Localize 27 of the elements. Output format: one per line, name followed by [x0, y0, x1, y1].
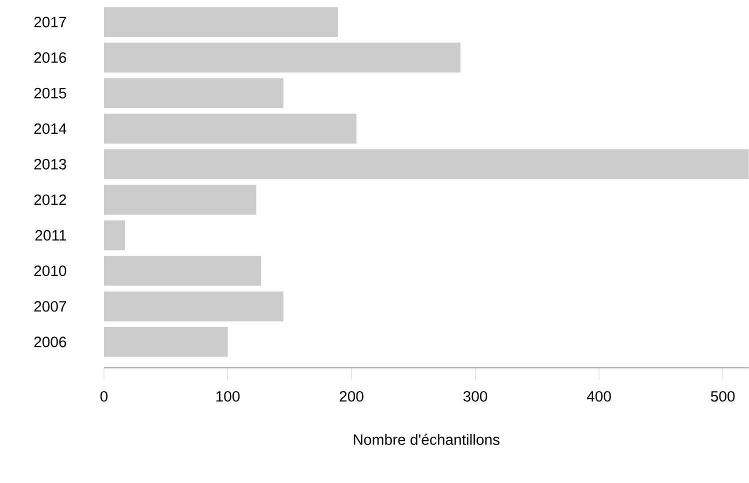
- y-tick-label: 2015: [34, 88, 66, 98]
- bar: [104, 114, 356, 144]
- bar: [104, 256, 262, 286]
- y-tick-label: 2014: [34, 123, 66, 134]
- y-tick-label: 2010: [34, 266, 66, 276]
- y-tick-label: 2016: [34, 52, 66, 63]
- x-tick-label: 200: [340, 391, 364, 402]
- x-tick-label: 0: [100, 391, 108, 402]
- bar: [104, 292, 284, 322]
- bar: [104, 7, 338, 38]
- y-tick-label: 2013: [34, 158, 66, 170]
- y-tick-label: 2017: [34, 16, 66, 28]
- x-tick-label: 400: [586, 391, 611, 402]
- x-tick-label: 300: [463, 391, 488, 402]
- bar: [104, 42, 460, 73]
- x-tick-label: 100: [216, 391, 240, 402]
- bar: [104, 78, 284, 108]
- x-axis-title: Nombre d'échantillons: [354, 434, 500, 445]
- y-tick-label: 2006: [34, 336, 66, 348]
- x-tick-label: 500: [710, 391, 735, 402]
- bar: [104, 149, 749, 180]
- y-tick-label: 2007: [34, 301, 66, 312]
- bar: [104, 184, 256, 215]
- bar: [104, 220, 126, 250]
- y-tick-label: 2011: [35, 230, 66, 241]
- bar: [104, 327, 228, 357]
- y-tick-label: 2012: [34, 194, 66, 206]
